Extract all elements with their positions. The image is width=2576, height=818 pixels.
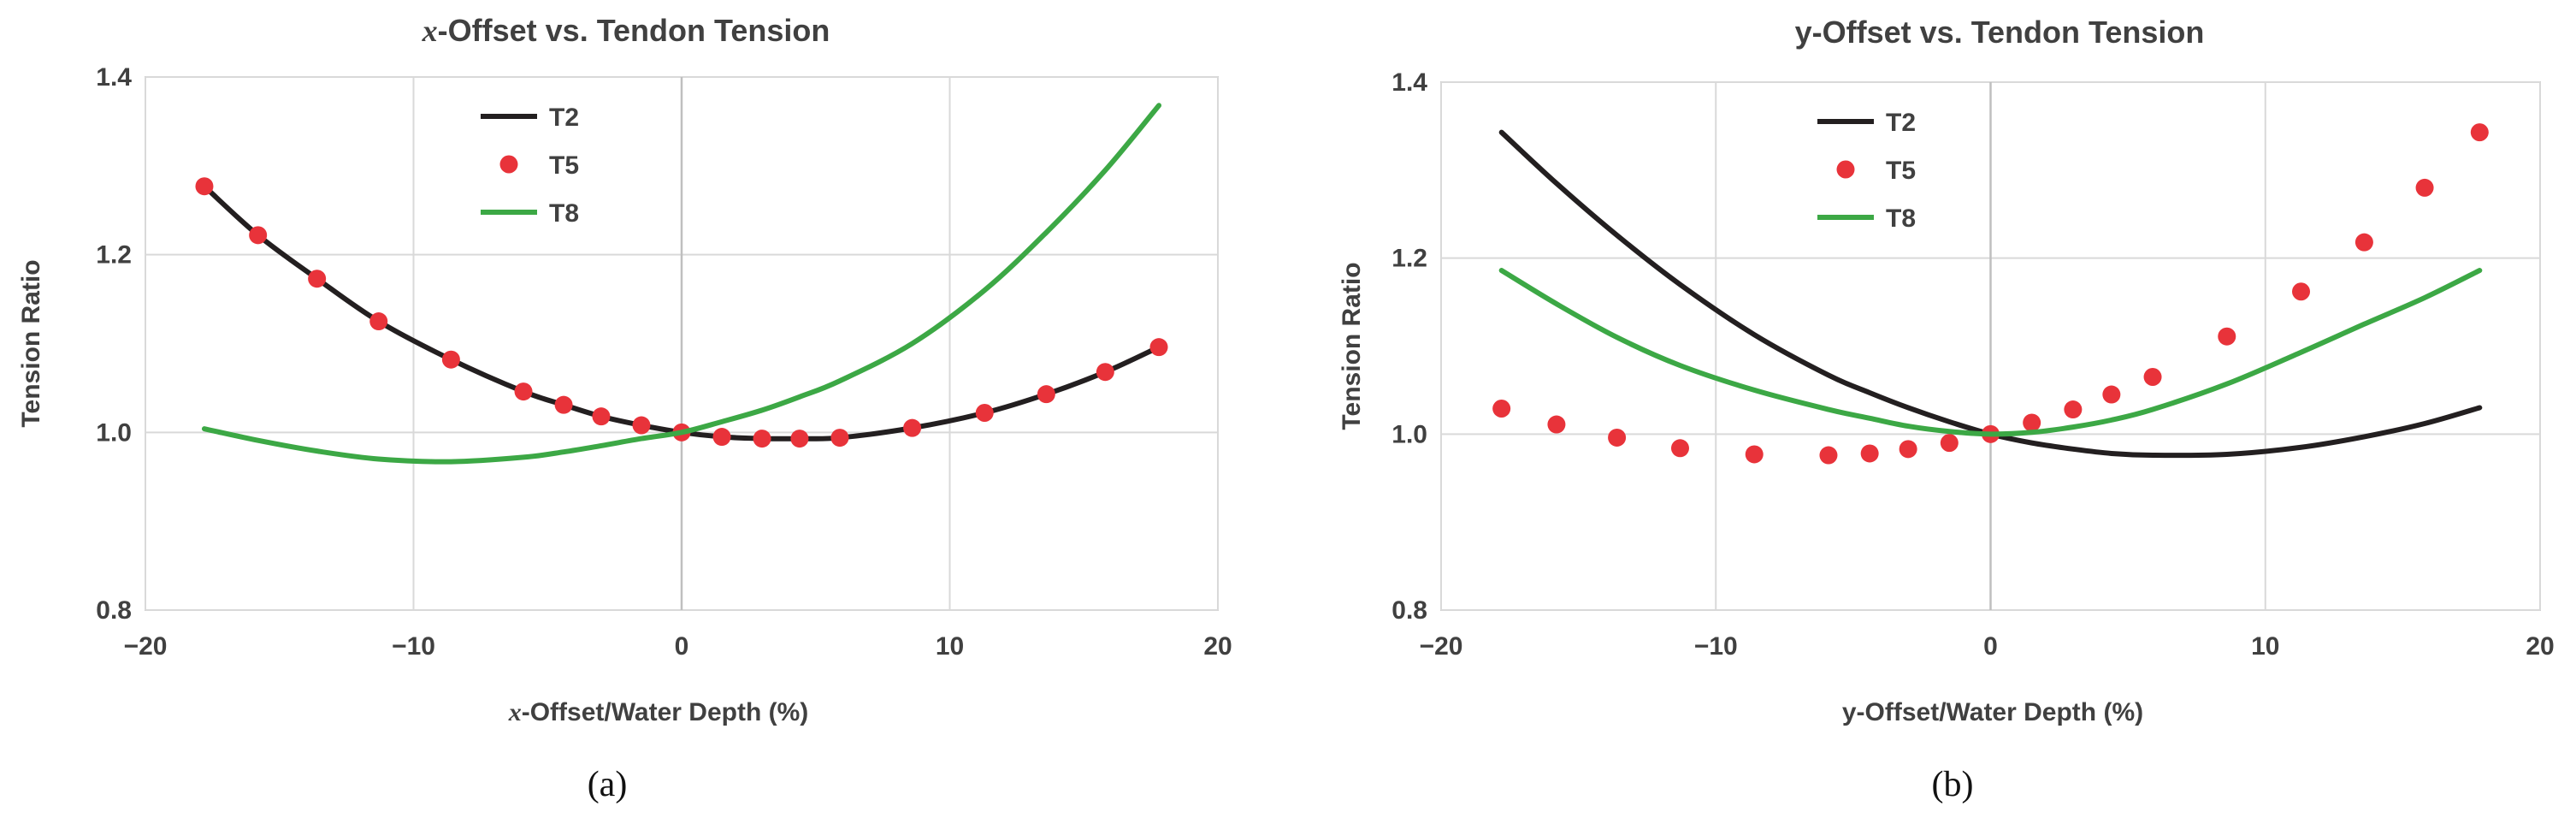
data-point-t5 — [441, 350, 460, 369]
y-tick-label: 1.4 — [1391, 68, 1427, 97]
x-tick-label: −20 — [124, 632, 168, 661]
x-tick-label: 10 — [2251, 632, 2279, 661]
legend-label-t8: T8 — [549, 199, 579, 228]
series-t8 — [1498, 268, 2483, 437]
data-point-t5 — [830, 429, 849, 448]
chart-title-italic: x — [422, 14, 438, 48]
data-point-t5 — [369, 312, 388, 331]
data-point-t5 — [1819, 446, 1838, 465]
series-line-t8 — [201, 103, 1162, 465]
data-point-t5 — [514, 382, 533, 401]
legend-label-t8: T8 — [1886, 204, 1916, 233]
data-point-t5 — [1547, 415, 1566, 434]
legend-swatch-t5 — [1836, 160, 1855, 179]
data-point-t5 — [554, 395, 573, 414]
data-point-t5 — [2218, 327, 2236, 346]
data-point-t5 — [975, 403, 994, 422]
series-t8 — [201, 103, 1162, 465]
x-axis-label-text: -Offset/Water Depth (%) — [522, 698, 809, 726]
x-axis-label-text: y-Offset/Water Depth (%) — [1842, 698, 2143, 726]
x-tick-label: −20 — [1420, 632, 1463, 661]
panel-caption: (b) — [1932, 765, 1974, 804]
data-point-t5 — [1037, 385, 1055, 404]
data-point-t5 — [1096, 363, 1114, 382]
data-point-t5 — [2415, 178, 2434, 197]
y-axis-label: Tension Ratio — [1338, 262, 1366, 430]
series-t5 — [195, 177, 1168, 448]
data-point-t5 — [1940, 434, 1959, 453]
y-tick-label: 0.8 — [1391, 596, 1427, 625]
data-point-t5 — [1608, 428, 1627, 447]
x-tick-label: 0 — [1983, 632, 1998, 661]
y-tick-label: 0.8 — [96, 596, 132, 625]
y-tick-label: 1.0 — [1391, 420, 1427, 448]
data-point-t5 — [1149, 338, 1168, 357]
legend-swatch-t5 — [499, 155, 518, 174]
x-axis-label: x-Offset/Water Depth (%) — [508, 698, 809, 726]
legend-label-t5: T5 — [1886, 157, 1916, 185]
x-tick-label: −10 — [1694, 632, 1738, 661]
data-point-t5 — [2064, 400, 2083, 419]
chart-title-text: y-Offset vs. Tendon Tension — [1795, 15, 2205, 50]
legend-label-t2: T2 — [549, 104, 579, 132]
y-tick-label: 1.4 — [96, 63, 132, 92]
data-point-t5 — [1492, 400, 1511, 418]
data-point-t5 — [1670, 439, 1689, 458]
data-point-t5 — [1899, 440, 1917, 459]
y-axis-label: Tension Ratio — [17, 259, 45, 427]
data-point-t5 — [2143, 367, 2162, 386]
data-point-t5 — [1745, 445, 1764, 464]
data-point-t5 — [2470, 123, 2489, 142]
data-point-t5 — [2023, 413, 2041, 432]
data-point-t5 — [592, 407, 611, 426]
data-point-t5 — [712, 428, 731, 447]
x-axis-label-italic: x — [508, 698, 522, 726]
data-point-t5 — [790, 430, 809, 448]
chart-title-text: -Offset vs. Tendon Tension — [438, 13, 830, 48]
data-point-t5 — [2354, 233, 2373, 252]
chart-panel-b: 0.8 1.0 1.2 1.4 −20 −10 0 10 20 y-Offset vs. Tend… — [1338, 15, 2555, 804]
panel-caption: (a) — [588, 765, 628, 804]
y-tick-label: 1.0 — [96, 418, 132, 447]
x-tick-label: 20 — [1203, 632, 1232, 661]
data-point-t5 — [903, 418, 922, 437]
chart-title: y-Offset vs. Tendon Tension — [1795, 15, 2205, 50]
x-tick-label: 20 — [2526, 632, 2554, 661]
legend: T2 T5 T8 — [1817, 109, 1916, 233]
series-line-t8 — [1498, 268, 2483, 437]
chart-title: x-Offset vs. Tendon Tension — [422, 13, 830, 48]
legend-label-t5: T5 — [549, 151, 579, 180]
y-tick-label: 1.2 — [1391, 245, 1427, 273]
data-point-t5 — [2292, 282, 2311, 301]
chart-panel-a: 0.81.01.21.4−20 −10 0 10 20x-Offset vs. Tend… — [17, 13, 1232, 804]
y-tick-label: 1.2 — [96, 241, 132, 270]
data-point-t5 — [308, 270, 327, 288]
x-tick-label: −10 — [392, 632, 435, 661]
x-tick-label: 0 — [675, 632, 689, 661]
data-point-t5 — [1860, 444, 1879, 463]
data-point-t5 — [632, 416, 651, 435]
data-point-t5 — [195, 177, 214, 196]
data-point-t5 — [249, 226, 268, 245]
x-tick-label: 10 — [936, 632, 964, 661]
legend-label-t2: T2 — [1886, 109, 1916, 137]
legend: T2 T5 T8 — [481, 104, 579, 228]
data-point-t5 — [2102, 385, 2121, 404]
data-point-t5 — [753, 430, 771, 448]
x-axis-label: y-Offset/Water Depth (%) — [1842, 698, 2143, 726]
